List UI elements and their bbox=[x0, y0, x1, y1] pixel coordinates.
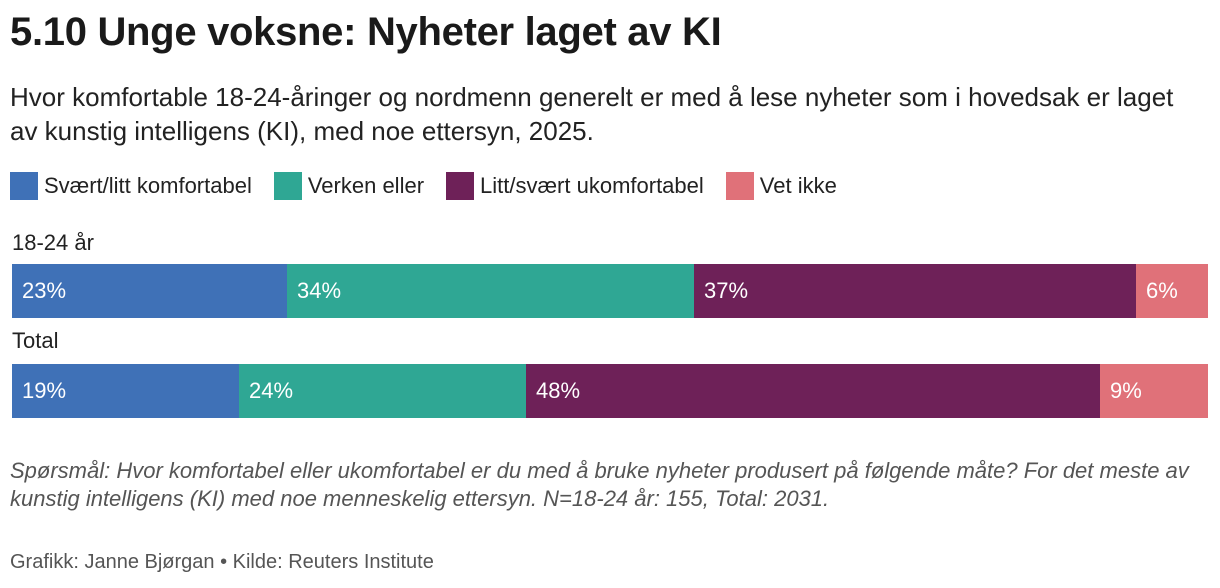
legend-label-uncomfortable: Litt/svært ukomfortabel bbox=[480, 173, 704, 198]
data-label-total-comfortable: 19% bbox=[22, 378, 67, 403]
bar-segment-18-24-r-dont-know: 6% bbox=[1136, 264, 1208, 318]
bar-segment-total-neither: 24% bbox=[239, 364, 526, 418]
legend-swatch-dont-know bbox=[725, 172, 754, 200]
data-label-18-24-r-dont-know: 6% bbox=[1146, 278, 1178, 303]
legend-item-comfortable: Svært/litt komfortabel bbox=[10, 172, 252, 200]
bar-segment-total-dont-know: 9% bbox=[1100, 364, 1208, 418]
data-label-total-uncomfortable: 48% bbox=[536, 378, 581, 403]
chart-title: 5.10 Unge voksne: Nyheter laget av KI bbox=[10, 10, 722, 54]
legend: Svært/litt komfortabel Verken eller Litt… bbox=[10, 172, 859, 200]
data-label-18-24-r-uncomfortable: 37% bbox=[704, 278, 749, 303]
bar-segment-18-24-r-comfortable: 23% bbox=[12, 264, 287, 318]
row-label-total: Total bbox=[12, 328, 59, 353]
data-label-total-dont-know: 9% bbox=[1110, 378, 1142, 403]
legend-swatch-neither bbox=[273, 172, 302, 200]
legend-label-dont-know: Vet ikke bbox=[759, 173, 837, 198]
chart-note: Spørsmål: Hvor komfortabel eller ukomfor… bbox=[10, 458, 1189, 511]
legend-swatch-comfortable bbox=[10, 172, 38, 200]
chart-credit: Grafikk: Janne Bjørgan • Kilde: Reuters … bbox=[10, 551, 434, 573]
chart-subtitle: Hvor komfortable 18-24-åringer og nordme… bbox=[10, 82, 1174, 146]
legend-item-uncomfortable: Litt/svært ukomfortabel bbox=[446, 172, 704, 200]
data-label-total-neither: 24% bbox=[249, 378, 294, 403]
legend-item-dont-know: Vet ikke bbox=[725, 172, 837, 200]
data-label-18-24-r-comfortable: 23% bbox=[22, 278, 67, 303]
legend-swatch-uncomfortable bbox=[446, 172, 475, 200]
legend-label-comfortable: Svært/litt komfortabel bbox=[44, 173, 252, 198]
bar-segment-total-comfortable: 19% bbox=[12, 364, 239, 418]
row-label-18-24-r: 18-24 år bbox=[12, 230, 94, 255]
data-label-18-24-r-neither: 34% bbox=[297, 278, 342, 303]
bar-segment-18-24-r-neither: 34% bbox=[287, 264, 694, 318]
bar-segment-total-uncomfortable: 48% bbox=[526, 364, 1100, 418]
legend-label-neither: Verken eller bbox=[307, 173, 425, 198]
bar-segment-18-24-r-uncomfortable: 37% bbox=[694, 264, 1136, 318]
legend-item-neither: Verken eller bbox=[273, 172, 425, 200]
